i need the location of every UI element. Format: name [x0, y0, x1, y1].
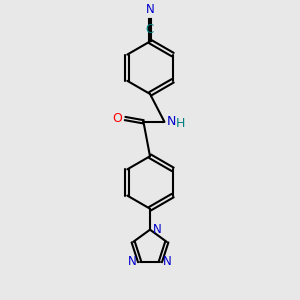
Text: N: N	[167, 115, 176, 128]
Text: O: O	[112, 112, 122, 125]
Text: N: N	[146, 3, 154, 16]
Text: N: N	[128, 255, 137, 268]
Text: N: N	[163, 255, 172, 268]
Text: N: N	[153, 223, 161, 236]
Text: H: H	[176, 117, 186, 130]
Text: C: C	[146, 23, 154, 36]
